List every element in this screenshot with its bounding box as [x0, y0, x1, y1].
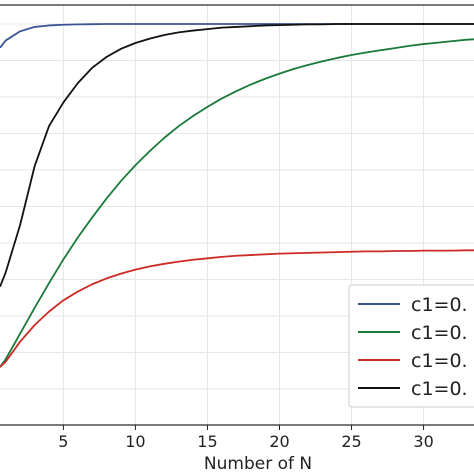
x-tick-label-1: 10 — [125, 432, 145, 451]
x-tick-label-5: 30 — [413, 432, 433, 451]
series-line-2 — [0, 38, 474, 368]
x-axis-ticks: 5 10 15 20 25 30 — [58, 425, 434, 451]
legend-label-1: c1=0. — [411, 294, 468, 316]
x-tick-label-2: 15 — [197, 432, 217, 451]
legend-box — [348, 284, 474, 408]
grid-lines — [0, 5, 474, 425]
x-axis-label: Number of N — [204, 454, 312, 474]
legend-label-3: c1=0. — [411, 350, 468, 372]
legend: c1=0. c1=0. c1=0. c1=0. — [348, 284, 474, 408]
series-line-3 — [0, 249, 474, 368]
legend-label-4: c1=0. — [411, 378, 468, 400]
x-tick-label-4: 25 — [341, 432, 361, 451]
x-tick-label-0: 5 — [58, 432, 68, 451]
x-tick-label-3: 20 — [269, 432, 289, 451]
plot-frame — [0, 4, 474, 426]
legend-label-2: c1=0. — [411, 322, 468, 344]
series-lines — [0, 23, 474, 368]
series-line-4 — [0, 23, 474, 288]
